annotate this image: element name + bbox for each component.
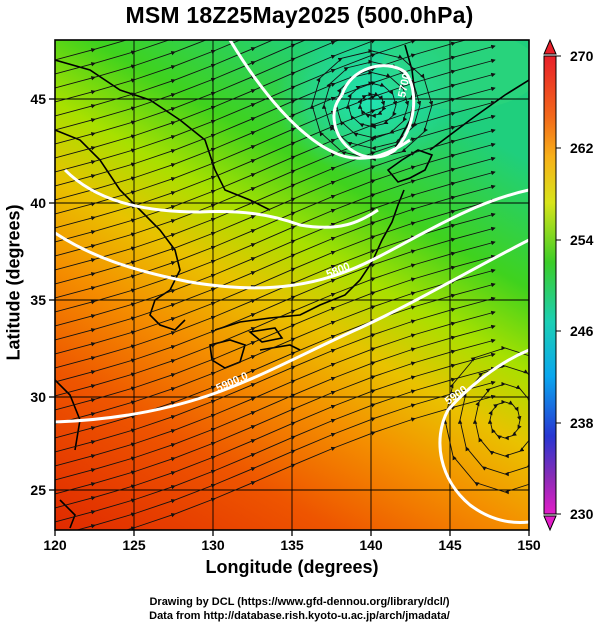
tick-marks [49,98,530,536]
colorbar-bottom-arrow [543,515,557,532]
streamline [309,48,434,162]
contour-5900 [55,238,529,424]
colorbar: 270 262 254 246 238 230 [543,38,594,532]
contour-label-3: 5700 [396,72,413,98]
wind-streamlines [55,40,529,530]
x-tick-labels: 120 125 130 135 140 145 150 [43,537,541,553]
y-axis-title: Latitude (degrees) [3,204,24,361]
colorbar-label-262: 262 [570,140,594,156]
colorbar-top-arrow [543,38,557,55]
x-tick-140: 140 [359,537,383,553]
credit-data: Data from http://database.rish.kyoto-u.a… [149,610,450,622]
colorbar-label-230: 230 [570,506,594,522]
x-tick-130: 130 [201,537,225,553]
colorbar-label-254: 254 [570,232,594,248]
y-tick-35: 35 [30,292,46,308]
x-tick-150: 150 [517,537,541,553]
contour-east-high [438,348,529,524]
colorbar-label-246: 246 [570,323,594,339]
colorbar-label-238: 238 [570,415,594,431]
figure-title: MSM 18Z25May2025 (500.0hPa) [125,2,474,28]
x-tick-125: 125 [122,537,146,553]
colorbar-bar [543,55,557,515]
x-tick-120: 120 [43,537,67,553]
y-tick-40: 40 [30,195,46,211]
height-contours [55,40,529,524]
y-tick-30: 30 [30,389,46,405]
colorbar-label-270: 270 [570,48,594,64]
contour-5800 [55,188,529,290]
x-tick-145: 145 [438,537,462,553]
x-tick-135: 135 [280,537,304,553]
y-tick-labels: 25 30 35 40 45 [30,91,46,498]
credit-drawing: Drawing by DCL (https://www.gfd-dennou.o… [149,596,450,608]
y-tick-25: 25 [30,482,46,498]
contour-5700 [63,168,379,229]
contour-north [228,40,411,160]
y-tick-45: 45 [30,91,46,107]
x-axis-title: Longitude (degrees) [205,557,379,577]
